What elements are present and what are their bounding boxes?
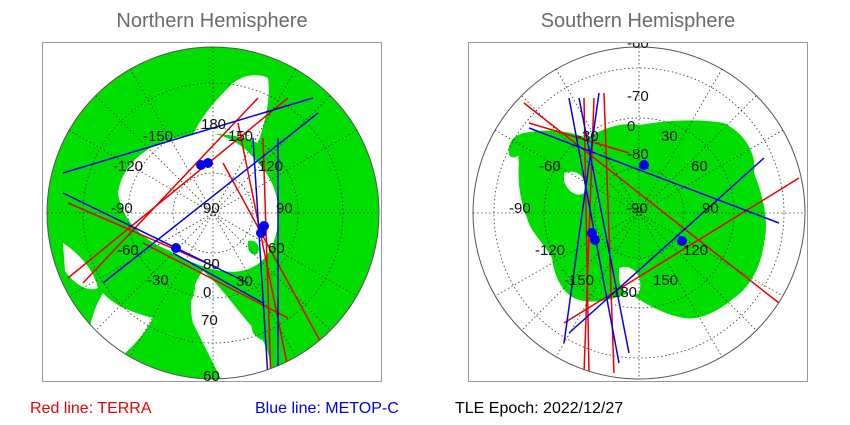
south-landmass	[508, 120, 766, 319]
north-lbl: 150	[228, 128, 253, 145]
south-lbl: -70	[627, 88, 649, 105]
south-metop-track	[563, 92, 600, 344]
south-lbl: -80	[627, 146, 649, 163]
south-lbl: -90	[509, 200, 531, 217]
north-lbl: -120	[113, 158, 143, 175]
south-sat-marker	[639, 160, 649, 170]
south-lbl: 150	[653, 272, 678, 289]
north-map-title: Northern Hemisphere	[116, 10, 308, 32]
legend-metop: Blue line: METOP-C	[255, 400, 399, 417]
south-lbl: -120	[535, 242, 565, 259]
south-lbl: 0	[627, 118, 635, 135]
south-sat-marker	[677, 236, 687, 246]
south-metop-track	[568, 157, 765, 334]
north-satellite-positions	[171, 158, 269, 253]
south-lbl: 120	[683, 242, 708, 259]
south-terra-track	[583, 97, 590, 374]
north-lbl: 60	[268, 240, 285, 257]
south-lbl: 60	[691, 158, 708, 175]
south-lbl: -90	[626, 200, 648, 217]
north-metop-track	[252, 137, 269, 379]
north-terra-track	[237, 122, 292, 379]
north-lbl: 0	[203, 284, 211, 301]
south-lbl: 90	[702, 200, 719, 217]
south-map-title: Southern Hemisphere	[540, 10, 736, 32]
south-terra-track	[528, 122, 630, 154]
north-terra-track	[67, 97, 289, 279]
south-metop-track	[578, 97, 630, 354]
north-lbl: 70	[201, 312, 218, 329]
south-metop-track	[528, 127, 780, 224]
north-lbl: -60	[117, 242, 139, 259]
north-orbit-tracks	[62, 97, 344, 379]
north-sat-marker	[203, 158, 213, 168]
north-terra-track	[82, 97, 259, 284]
north-lbl: -90	[111, 200, 133, 217]
south-map-svg: -60 -70 0 -30 30 -80 -60 60 -90 -90 90 -…	[472, 43, 806, 380]
south-lbl: -150	[564, 272, 594, 289]
north-map: 180 -150 150 -120 120 -90 90 90 -60 60 -…	[42, 42, 382, 383]
north-lbl: -150	[143, 128, 173, 145]
north-lbl: 60	[203, 368, 220, 383]
north-lbl: 90	[203, 200, 220, 217]
south-lbl: -60	[539, 158, 561, 175]
south-terra-track	[523, 102, 780, 304]
south-terra-track	[563, 177, 800, 324]
north-metop-track	[172, 252, 264, 304]
north-lbl: 80	[203, 256, 220, 273]
north-lbl: 30	[236, 273, 253, 290]
north-metop-track	[62, 97, 314, 174]
north-map-svg: 180 -150 150 -120 120 -90 90 90 -60 60 -…	[46, 46, 380, 383]
south-sat-marker	[590, 235, 600, 245]
south-satellite-positions	[587, 160, 687, 246]
south-graticule-labels: -60 -70 0 -30 30 -80 -60 60 -90 -90 90 -…	[509, 43, 719, 301]
north-lbl: 120	[258, 158, 283, 175]
legend-terra: Red line: TERRA	[30, 400, 152, 417]
tle-epoch: TLE Epoch: 2022/12/27	[455, 400, 624, 417]
south-map: -60 -70 0 -30 30 -80 -60 60 -90 -90 90 -…	[468, 42, 808, 382]
south-lbl: -60	[627, 43, 649, 52]
north-graticule-labels: 180 -150 150 -120 120 -90 90 90 -60 60 -…	[111, 116, 293, 383]
north-lbl: 90	[276, 200, 293, 217]
south-lbl: -30	[577, 128, 599, 145]
north-sat-marker	[256, 228, 266, 238]
north-terra-track	[262, 137, 272, 379]
south-lbl: 30	[661, 128, 678, 145]
north-lbl: 180	[201, 116, 226, 133]
north-sat-marker	[171, 243, 181, 253]
north-metop-track	[102, 112, 319, 284]
south-lbl: 180	[612, 284, 637, 301]
north-lbl: -30	[147, 272, 169, 289]
north-terra-track	[67, 202, 219, 269]
north-metop-track	[62, 192, 249, 284]
